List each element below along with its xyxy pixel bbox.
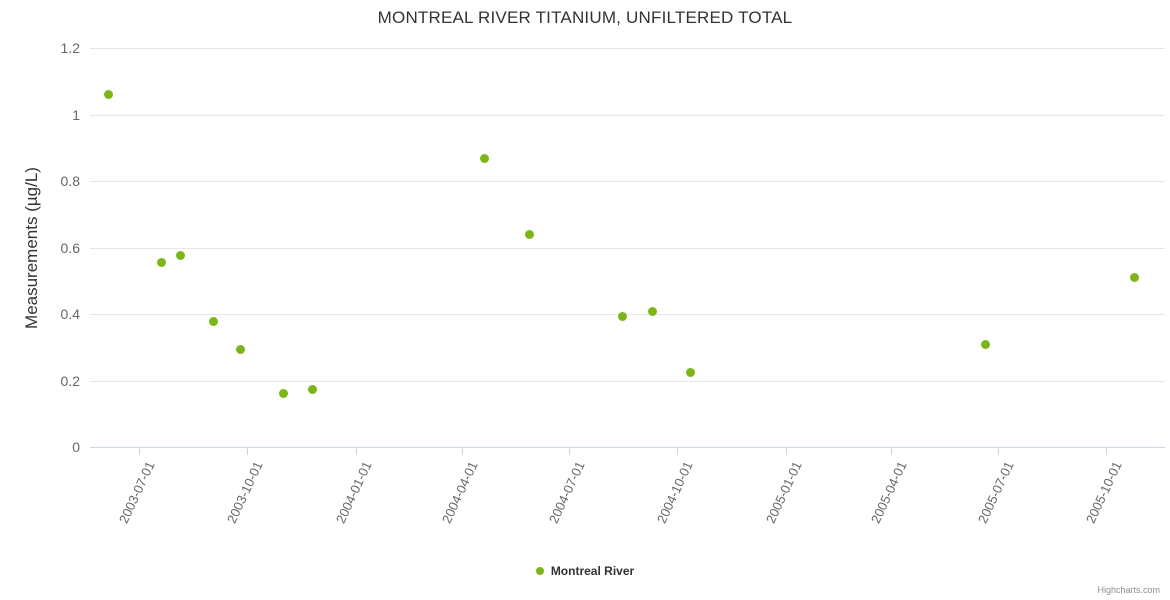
y-axis-labels: 0 0.2 0.4 0.6 0.8 1 1.2 [0, 0, 80, 600]
y-axis-tick-label: 1 [72, 106, 80, 123]
x-axis-tick-label: 2004-04-01 [439, 459, 482, 526]
data-point[interactable] [685, 367, 695, 377]
x-axis-tick-mark [998, 448, 1000, 455]
data-point[interactable] [279, 389, 289, 399]
x-axis-tick-label: 2005-04-01 [868, 459, 910, 526]
x-axis-tick-label: 2005-10-01 [1083, 459, 1125, 526]
y-axis-tick-label: 0.4 [60, 306, 80, 322]
y-axis-tick-label: 0.2 [60, 372, 80, 389]
x-axis-tick-mark [569, 448, 571, 455]
y-axis-tick-label: 0.6 [60, 239, 80, 256]
x-axis-tick-mark [891, 448, 893, 455]
x-axis-tick-label: 2003-10-01 [224, 459, 267, 526]
data-point[interactable] [1129, 272, 1139, 282]
data-point[interactable] [235, 344, 245, 354]
data-point[interactable] [617, 312, 627, 322]
x-axis-tick-mark [139, 448, 141, 455]
y-gridline [90, 181, 1165, 182]
x-axis-line [90, 447, 1165, 448]
x-axis-tick-label: 2005-07-01 [975, 459, 1017, 526]
y-gridline [90, 380, 1165, 382]
x-axis-tick-label: 2004-07-01 [546, 459, 588, 526]
y-gridline [90, 314, 1165, 315]
legend-item-label: Montreal River [550, 563, 635, 578]
data-point[interactable] [208, 317, 218, 327]
y-axis-tick-label: 0.8 [60, 173, 80, 189]
data-point[interactable] [980, 340, 990, 350]
x-axis-tick-mark [785, 448, 787, 455]
x-axis-tick-label: 2004-10-01 [654, 459, 697, 526]
data-point[interactable] [157, 257, 167, 267]
y-gridline [90, 114, 1165, 116]
x-axis-tick-mark [462, 448, 464, 455]
plot-area [90, 48, 1165, 447]
credits-label[interactable]: Highcharts.com [1097, 585, 1160, 595]
y-gridline [90, 48, 1165, 49]
circle-marker-icon [535, 566, 544, 575]
x-axis-tick-label: 2005-01-01 [762, 459, 805, 526]
data-point[interactable] [648, 306, 658, 316]
y-gridline [90, 247, 1165, 249]
y-axis-tick-label: 0 [72, 439, 80, 455]
x-axis-tick-mark [677, 448, 679, 455]
data-point[interactable] [104, 90, 114, 100]
x-axis-tick-mark [247, 448, 249, 455]
x-axis-tick-mark [355, 448, 357, 455]
x-axis-tick-label: 2003-07-01 [116, 459, 158, 526]
data-point[interactable] [175, 250, 185, 260]
data-point[interactable] [480, 154, 490, 164]
data-point[interactable] [307, 385, 317, 395]
chart-title: MONTREAL RIVER TITANIUM, UNFILTERED TOTA… [377, 8, 793, 27]
legend-item-montreal-river[interactable]: Montreal River [535, 563, 635, 578]
chart-legend: Montreal River [0, 563, 1170, 578]
data-point[interactable] [524, 230, 534, 240]
y-axis-tick-label: 1.2 [60, 40, 80, 56]
x-axis-tick-label: 2004-01-01 [332, 459, 375, 526]
x-axis-tick-mark [1106, 448, 1108, 455]
